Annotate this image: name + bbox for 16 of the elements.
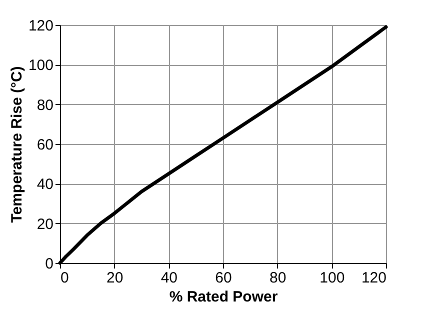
x-tick-label: 60 (215, 270, 232, 286)
y-tick-label: 40 (36, 176, 54, 194)
x-tick-label: 20 (106, 270, 124, 286)
y-tick-label: 120 (28, 18, 54, 34)
x-tick-label: 120 (361, 270, 386, 286)
x-tick-label: 80 (269, 270, 286, 286)
y-tick-label: 80 (36, 96, 54, 114)
y-axis-title: Temperature Rise (°C) (8, 66, 26, 223)
y-tick-label: 20 (36, 216, 54, 233)
y-tick-label: 0 (45, 256, 54, 272)
x-tick-label: 40 (160, 270, 178, 286)
x-tick-label: 0 (60, 270, 69, 286)
y-tick-label: 60 (36, 136, 54, 154)
y-tick-label: 100 (28, 57, 54, 74)
x-tick-label: 100 (320, 270, 345, 286)
x-axis-title: % Rated Power (169, 288, 278, 306)
